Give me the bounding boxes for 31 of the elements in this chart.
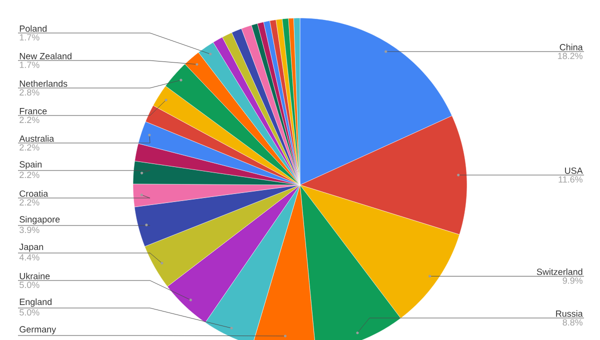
data-label: 2.8% — [20, 89, 40, 96]
slice-label: Germany — [20, 326, 56, 334]
slice-label: Poland — [20, 25, 47, 32]
slice-label: USA — [565, 167, 583, 174]
data-label: 2.2% — [20, 144, 40, 151]
slice-label: Switzerland — [536, 268, 582, 276]
slice-label: Ukraine — [20, 272, 50, 280]
data-label: 8.8% — [562, 319, 582, 326]
data-label: 2.2% — [20, 172, 40, 178]
data-label: 2.2% — [20, 116, 40, 124]
slice-label: England — [20, 298, 52, 307]
slice-label: New Zealand — [20, 52, 72, 60]
slice-label: China — [560, 44, 583, 50]
data-label: 5.0% — [20, 309, 40, 316]
slice-label: Spain — [20, 160, 42, 170]
data-label: 9.9% — [562, 277, 582, 284]
slice-label: Russia — [556, 310, 583, 317]
slice-label: Croatia — [20, 190, 48, 197]
data-label: 1.7% — [20, 34, 40, 40]
data-label: 1.7% — [20, 62, 40, 68]
data-label: 11.6% — [558, 176, 582, 183]
data-label: 5.0% — [20, 282, 40, 288]
data-label: 4.4% — [19, 254, 40, 260]
data-label: 3.9% — [20, 226, 40, 234]
slice-label: Australia — [19, 135, 54, 142]
slice-label: France — [20, 108, 47, 114]
data-label: 18.2% — [558, 52, 582, 60]
slice-label: Netherlands — [20, 80, 68, 87]
slice-label: Singapore — [20, 216, 60, 224]
slice-label: Japan — [19, 244, 44, 252]
data-label: 2.2% — [20, 199, 40, 206]
